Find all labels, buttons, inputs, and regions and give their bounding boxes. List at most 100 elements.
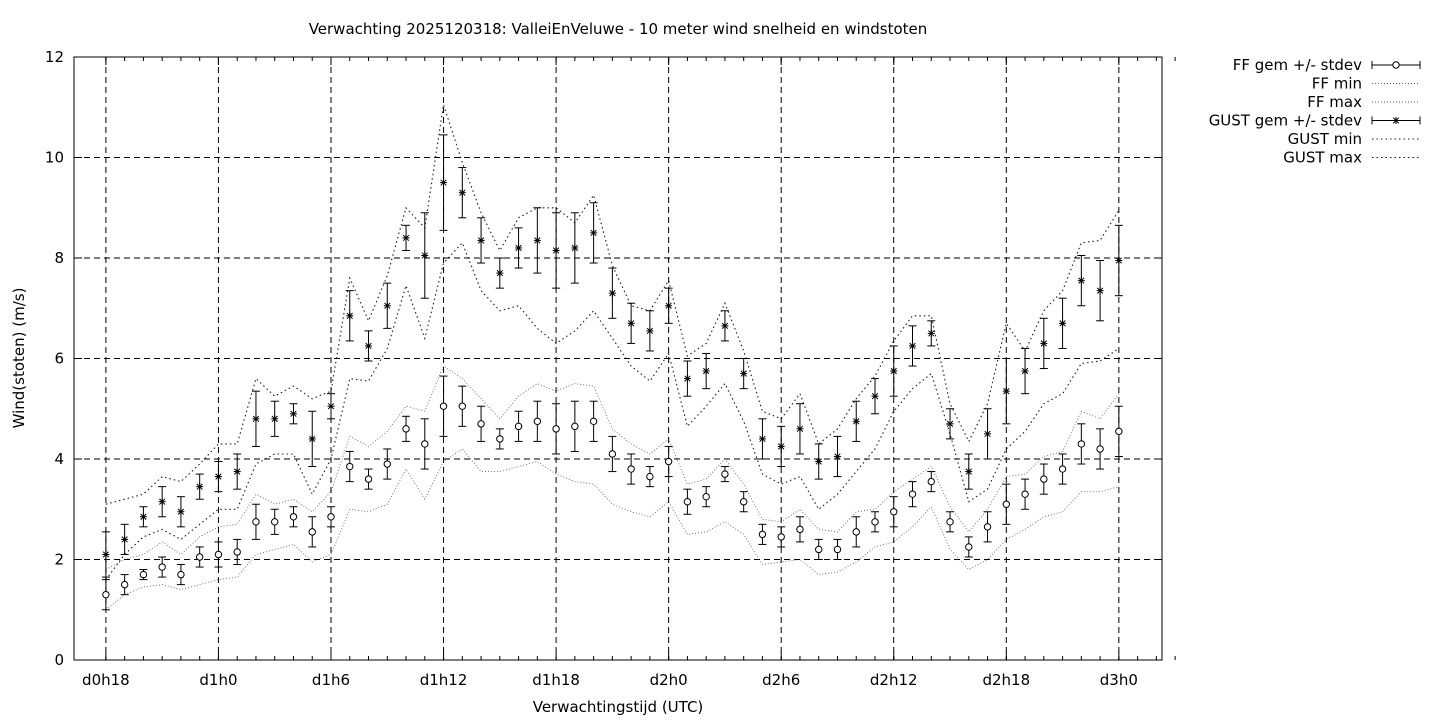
ff-mean-marker [646, 472, 654, 481]
ff-mean-marker [871, 518, 879, 526]
gust-point [1058, 297, 1067, 349]
ff-point [120, 574, 129, 596]
gust-point [383, 282, 392, 329]
gust-point [627, 302, 636, 344]
ff-point [983, 511, 992, 543]
ff-mean-marker [1096, 445, 1104, 453]
legend-label: GUST min [1288, 130, 1362, 148]
gust-mean-marker [215, 473, 222, 480]
ff-mean-marker [233, 548, 241, 556]
ff-mean-marker [214, 550, 223, 559]
y-tick-label: 4 [54, 450, 64, 468]
gust-mean-marker [740, 370, 747, 377]
ff-point [833, 538, 842, 560]
x-axis-label: Verwachtingstijd (UTC) [533, 698, 704, 716]
gust-point [458, 167, 467, 219]
gust-mean-marker [121, 536, 128, 543]
x-tick-label: d1h18 [532, 671, 580, 689]
y-tick-label: 12 [45, 48, 64, 66]
ff-mean-marker [608, 450, 617, 458]
gust-mean-marker [609, 290, 616, 297]
ff-mean-marker [514, 422, 523, 431]
ff-point [814, 538, 823, 560]
gust-point [852, 400, 861, 442]
ff-point [627, 453, 636, 485]
gust-point [139, 506, 148, 528]
series-line-ff-min [105, 448, 1120, 611]
ff-point [702, 486, 711, 508]
gust-point [1114, 224, 1123, 297]
gust-point [683, 360, 692, 397]
ff-mean-marker [271, 518, 279, 526]
ff-point [402, 415, 411, 442]
legend-marker [1392, 61, 1400, 69]
ff-mean-marker [177, 570, 185, 579]
gust-point [477, 217, 486, 264]
gust-point [927, 320, 936, 347]
ff-mean-marker [927, 477, 935, 486]
ff-point [589, 400, 598, 442]
gust-mean-marker [159, 498, 166, 505]
plot-frame [73, 56, 1163, 661]
ff-point [1096, 428, 1105, 470]
ff-point [308, 516, 317, 548]
legend-entry: FF min [1312, 75, 1420, 93]
legend-entry: GUST max [1283, 149, 1420, 167]
ff-mean-marker [308, 528, 316, 536]
gust-mean-marker [965, 468, 972, 475]
ff-point [889, 496, 898, 528]
ff-point [439, 375, 448, 437]
ff-point [870, 511, 879, 533]
gust-mean-marker [534, 237, 541, 244]
gust-point [570, 212, 579, 284]
gust-mean-marker [1003, 388, 1010, 395]
ff-mean-marker [327, 513, 335, 521]
gust-point [870, 378, 879, 415]
gust-mean-marker [384, 302, 391, 309]
gust-mean-marker [271, 415, 278, 422]
ff-point [458, 385, 467, 427]
gust-point [608, 267, 617, 319]
gust-point [1002, 358, 1011, 425]
gust-mean-marker [402, 234, 410, 242]
ff-mean-marker [533, 417, 542, 426]
ff-mean-marker [1077, 440, 1086, 448]
y-tick-label: 2 [54, 551, 64, 569]
gust-mean-marker [327, 403, 335, 410]
series-line-ff-max [105, 365, 1120, 570]
ff-point [720, 466, 729, 483]
gust-point [758, 418, 767, 460]
x-tick-label: d2h12 [870, 671, 918, 689]
legend-entry: FF gem +/- stdev [1233, 56, 1421, 74]
gust-mean-marker [946, 420, 954, 427]
gust-point [739, 358, 748, 390]
legend-label: FF gem +/- stdev [1233, 56, 1362, 74]
ff-mean-marker [571, 422, 579, 431]
x-tick-label: d2h6 [762, 671, 800, 689]
ff-mean-marker [139, 570, 148, 579]
gust-point [402, 224, 411, 251]
gust-mean-marker [1096, 287, 1104, 294]
ff-point [552, 403, 561, 455]
ff-point [1021, 478, 1030, 510]
ff-point [533, 400, 542, 442]
gust-mean-marker [871, 393, 879, 400]
gust-mean-marker [346, 312, 353, 319]
gust-mean-marker [552, 247, 560, 254]
ff-point [214, 541, 223, 568]
gust-mean-marker [590, 229, 597, 237]
ff-mean-marker [496, 435, 504, 443]
axis-ticks: 0 2 4 6 8 10 12 d0h18 d1h0 d1h6 d1h12 d1h18 d2h0 d2h6… [45, 48, 1176, 689]
ff-mean-marker [1021, 490, 1029, 498]
legend-marker [1392, 117, 1400, 124]
gust-mean-marker [759, 435, 766, 443]
gust-point [1021, 347, 1030, 395]
ff-mean-marker [1002, 500, 1011, 508]
gust-point [251, 390, 260, 447]
gust-mean-marker [515, 244, 522, 252]
ff-mean-marker [852, 528, 860, 536]
ff-mean-marker [1115, 427, 1123, 436]
gust-mean-marker [984, 430, 991, 438]
gust-mean-marker [703, 367, 710, 375]
